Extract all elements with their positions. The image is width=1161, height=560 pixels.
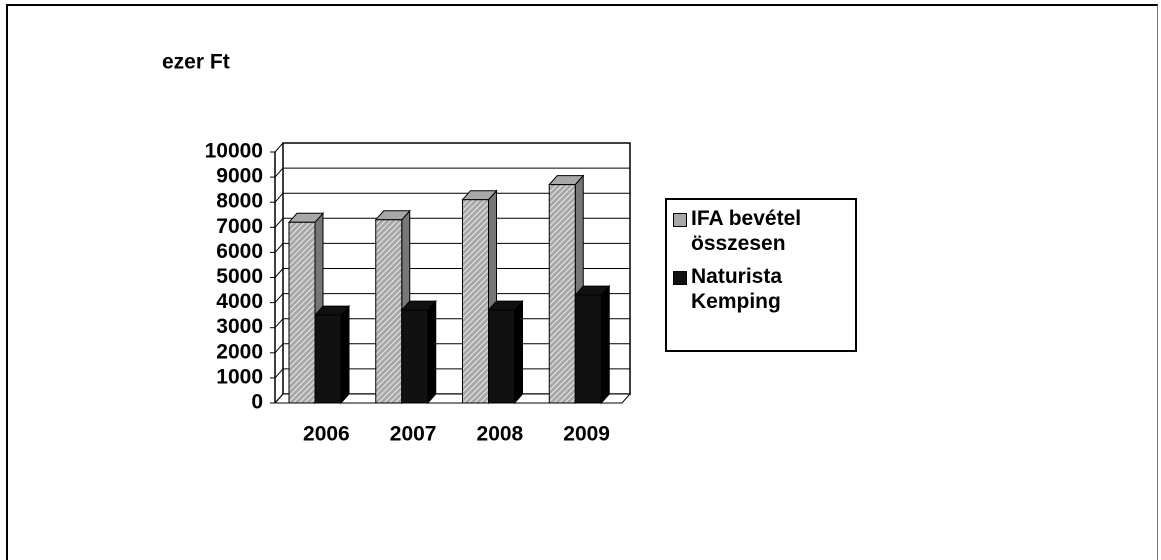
x-tick-label: 2009 [563, 423, 610, 446]
y-tick-label: 1000 [216, 365, 263, 388]
grid-line [274, 393, 284, 404]
bar-front [488, 309, 515, 404]
bar-side [427, 299, 437, 405]
bar-front [401, 309, 429, 404]
x-tick-label: 2007 [390, 423, 437, 446]
grid-line [274, 368, 284, 379]
bar [400, 299, 437, 405]
bar-front [314, 314, 342, 404]
legend-entry: IFA bevétel összesen [671, 206, 851, 256]
bar-side [340, 304, 350, 405]
grid-line [274, 293, 284, 303]
y-tick-label: 6000 [216, 240, 263, 263]
legend-entry: Naturista Kemping [671, 264, 851, 314]
grid-line [274, 343, 284, 354]
frame [6, 4, 1158, 560]
y-tick-label: 3000 [216, 315, 263, 338]
legend-label: IFA bevétel összesen [691, 207, 802, 255]
bar [574, 284, 611, 405]
bar [487, 299, 524, 405]
legend-label: Naturista Kemping [691, 265, 783, 313]
bar-side [600, 284, 610, 405]
y-tick-label: 5000 [216, 265, 263, 288]
grid-line [274, 192, 284, 203]
bar-front [288, 221, 316, 404]
grid-line [274, 167, 284, 178]
bar-side [514, 299, 523, 405]
grid-line [274, 318, 284, 329]
legend: IFA bevétel összesen Naturista Kemping [665, 198, 857, 352]
y-tick-label: 2000 [216, 340, 263, 363]
bar-front [548, 184, 576, 404]
bar-front [574, 294, 602, 404]
chart-title: ezer Ft [162, 51, 230, 74]
legend-swatch [673, 271, 687, 285]
bar [313, 304, 351, 405]
grid-line [274, 243, 284, 253]
y-tick-label: 0 [251, 391, 263, 414]
x-tick-label: 2008 [477, 423, 524, 446]
grid-line [274, 142, 284, 153]
y-tick-label: 8000 [216, 190, 263, 213]
y-tick-label: 7000 [216, 215, 263, 238]
grid-line [274, 268, 284, 278]
y-tick-label: 10000 [205, 140, 263, 163]
bar-front [462, 199, 489, 404]
x-tick-label: 2006 [303, 423, 350, 446]
y-tick-label: 9000 [216, 165, 263, 188]
grid-line [274, 217, 284, 228]
bar-front [375, 219, 403, 404]
legend-swatch [673, 213, 687, 227]
y-tick-label: 4000 [216, 290, 263, 313]
